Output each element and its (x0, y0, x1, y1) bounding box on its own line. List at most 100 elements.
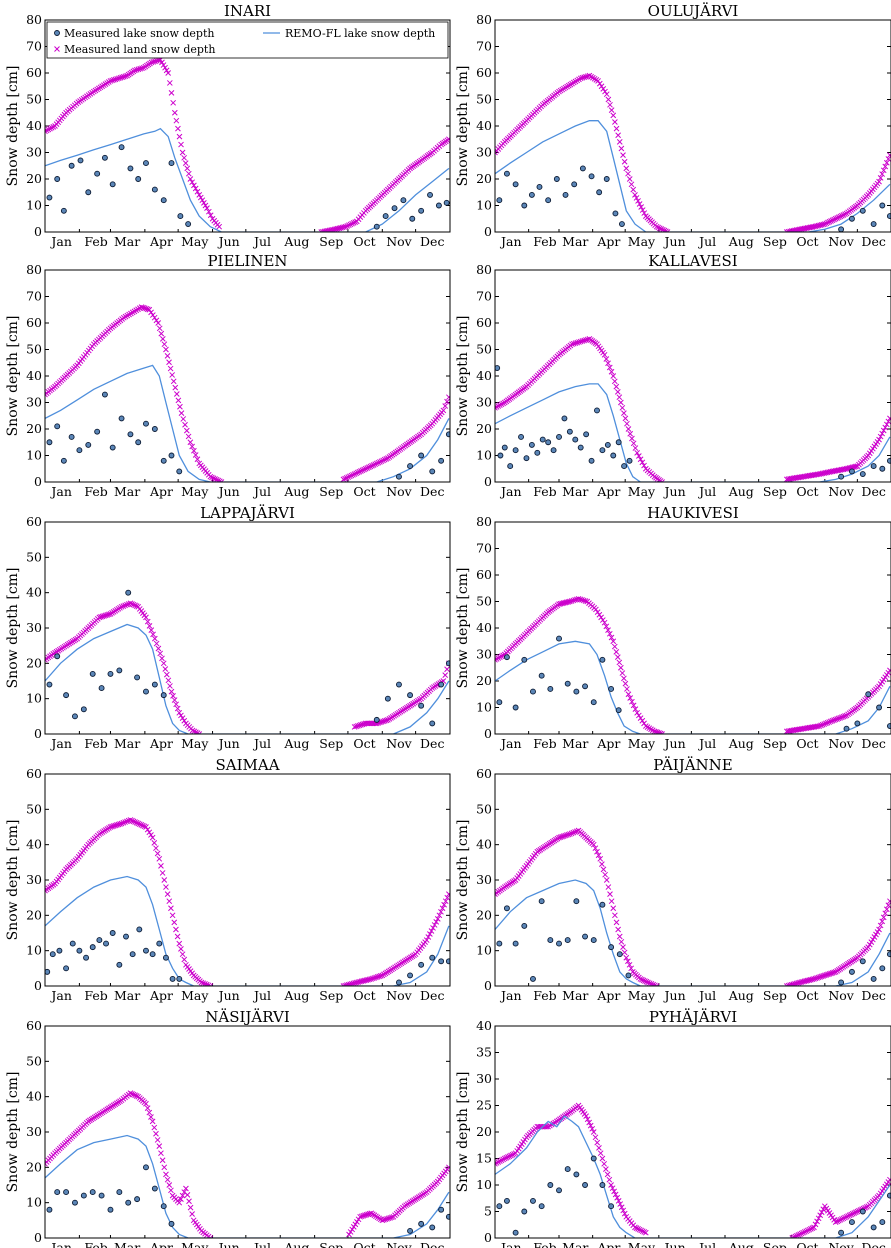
x-tick-label: Dec (861, 1240, 885, 1248)
x-tick-label: Nov (386, 988, 412, 1003)
point-land-snow (611, 1188, 617, 1195)
point-lake-snow (615, 439, 622, 446)
point-land-snow (216, 478, 223, 482)
point-land-snow (189, 179, 195, 186)
point-land-snow (632, 445, 639, 451)
point-lake-snow (582, 933, 588, 940)
x-tick-label: Sep (319, 736, 343, 751)
point-lake-snow (608, 686, 615, 692)
point-lake-snow (530, 975, 536, 982)
point-land-snow (625, 170, 631, 177)
point-land-snow (136, 821, 143, 828)
x-tick-label: Sep (763, 234, 787, 249)
point-land-snow (107, 824, 114, 830)
y-tick-label: 40 (476, 837, 492, 852)
point-lake-snow (876, 704, 883, 711)
point-land-snow (124, 818, 130, 825)
point-land-snow (163, 1171, 169, 1178)
legend-land-marker (54, 46, 60, 52)
axes-frame (44, 1025, 451, 1239)
point-lake-snow (870, 463, 877, 470)
point-land-snow (158, 330, 165, 337)
point-land-snow (831, 969, 837, 976)
point-land-snow (146, 623, 153, 629)
y-tick-label: 30 (476, 872, 492, 887)
point-land-snow (655, 224, 662, 231)
point-land-snow (639, 1228, 646, 1235)
x-tick-label: Jul (697, 1240, 716, 1248)
x-tick-label: Dec (861, 234, 885, 249)
x-tick-label: May (628, 1240, 656, 1248)
point-land-snow (159, 655, 165, 662)
point-lake-snow (573, 898, 580, 905)
y-tick-label: 20 (26, 907, 42, 922)
point-lake-snow (109, 930, 116, 936)
point-land-snow (838, 714, 845, 721)
point-land-snow (148, 1114, 154, 1120)
y-tick-label: 80 (476, 12, 492, 27)
point-land-snow (629, 698, 635, 705)
point-land-snow (581, 74, 588, 81)
point-land-snow (603, 623, 610, 630)
point-lake-snow (556, 940, 562, 947)
point-land-snow (346, 222, 352, 229)
x-tick-label: Dec (861, 484, 885, 499)
point-land-snow (153, 845, 159, 852)
point-land-snow (835, 715, 842, 722)
plot-area (495, 827, 891, 986)
y-tick-label: 10 (476, 700, 492, 715)
point-land-snow (570, 829, 577, 836)
point-lake-snow (870, 975, 877, 982)
point-land-snow (821, 972, 828, 979)
point-land-snow (158, 863, 164, 869)
y-axis-label: Snow depth [cm] (455, 316, 471, 437)
x-tick-label: Sep (319, 234, 343, 249)
point-land-snow (835, 1217, 842, 1224)
chart-title: OULUJÄRVI (648, 2, 739, 20)
point-lake-snow (129, 951, 136, 958)
point-lake-snow (539, 436, 546, 443)
y-tick-label: 20 (26, 171, 42, 186)
point-land-snow (638, 204, 645, 210)
point-land-snow (425, 934, 432, 940)
point-land-snow (616, 139, 623, 145)
point-land-snow (596, 1145, 602, 1151)
x-tick-label: Jun (663, 1240, 686, 1248)
axes-frame (44, 269, 451, 483)
point-land-snow (174, 933, 181, 940)
point-land-snow (194, 188, 201, 195)
point-land-snow (617, 1201, 624, 1207)
point-lake-snow (573, 688, 580, 695)
point-land-snow (603, 91, 610, 98)
point-land-snow (851, 1210, 858, 1216)
point-land-snow (497, 1158, 503, 1165)
point-lake-snow (438, 1206, 445, 1213)
point-lake-snow (151, 681, 158, 688)
point-land-snow (495, 404, 500, 410)
y-tick-label: 60 (26, 315, 42, 330)
x-tick-label: Jun (217, 484, 240, 499)
x-tick-label: Oct (796, 988, 818, 1003)
x-tick-label: Jun (217, 736, 240, 751)
point-lake-snow (49, 951, 56, 958)
point-land-snow (150, 59, 157, 65)
point-land-snow (575, 595, 582, 602)
x-tick-label: Aug (728, 1240, 754, 1248)
point-land-snow (826, 719, 833, 725)
point-land-snow (583, 73, 589, 80)
x-tick-label: Apr (596, 484, 620, 499)
x-tick-label: Sep (763, 484, 787, 499)
chart-title: INARI (224, 2, 271, 20)
subplot-kallavesi: KALLAVESI 0 10 20 30 40 50 60 70 80 Jan Feb Mar Apr Ma… (455, 252, 891, 499)
point-land-snow (879, 430, 886, 437)
point-land-snow (184, 165, 191, 172)
point-land-snow (102, 612, 109, 619)
point-land-snow (808, 1226, 814, 1232)
y-tick-label: 30 (26, 1124, 42, 1139)
point-land-snow (590, 1129, 597, 1135)
point-land-snow (577, 75, 584, 82)
point-land-snow (343, 474, 350, 481)
point-land-snow (885, 418, 891, 425)
x-tick-label: Dec (420, 484, 444, 499)
point-lake-snow (143, 947, 149, 954)
